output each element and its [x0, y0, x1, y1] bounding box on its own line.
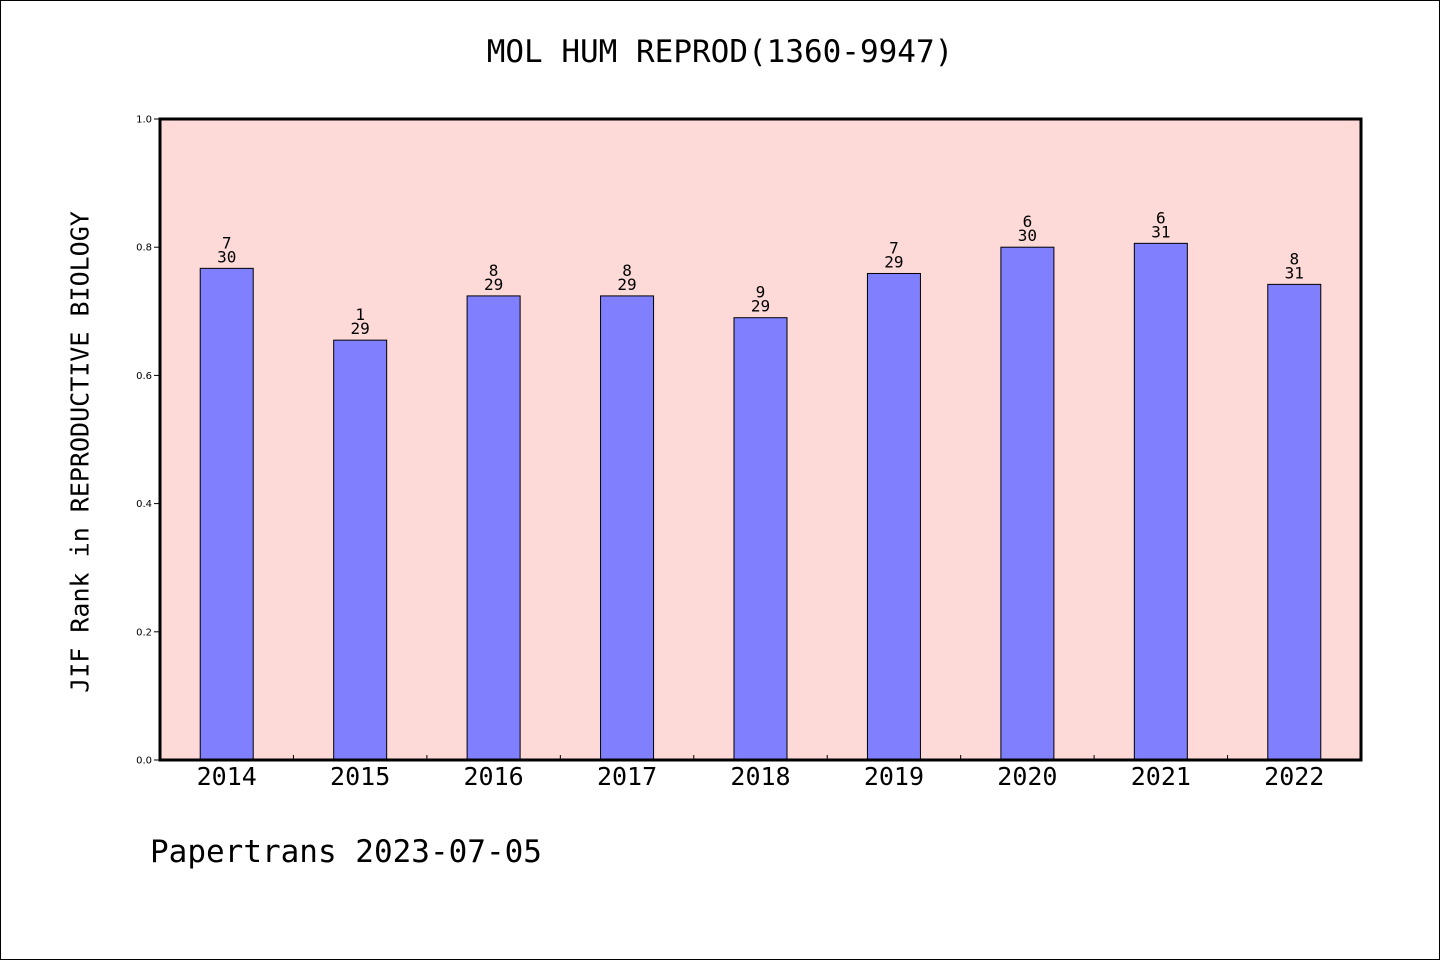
bar-rank-label: 6	[1156, 208, 1166, 227]
bar-2020	[1000, 246, 1055, 761]
x-category-label: 2016	[464, 762, 524, 791]
y-tick-label: 0.2	[136, 627, 152, 638]
bar-total-label: 30	[1018, 226, 1037, 245]
bar-2018	[733, 317, 788, 761]
bar-total-label: 29	[617, 275, 636, 294]
bar-total-label: 31	[1151, 222, 1170, 241]
y-axis-ticks: 0.0 0.2 0.4 0.6 0.8 1.0	[136, 115, 160, 767]
bar-total-label: 29	[351, 319, 370, 338]
bar-rank-label: 8	[622, 261, 632, 280]
bar-total-label: 31	[1285, 263, 1304, 282]
x-category-label: 2019	[864, 762, 924, 791]
chart-title: MOL HUM REPROD(1360-9947)	[486, 34, 954, 70]
y-tick-label: 0.6	[136, 371, 152, 382]
bar-2017	[600, 295, 655, 761]
category-labels: 2014 2015 2016 2017 2018 2019 2020 2021 2022	[197, 762, 1325, 791]
bar-rank-label: 6	[1023, 212, 1033, 231]
bar-total-label: 30	[217, 247, 236, 266]
bar-rank-label: 1	[355, 305, 365, 324]
y-tick-label: 0.0	[136, 756, 152, 767]
bar-2016	[466, 295, 521, 761]
plot-border	[158, 117, 1363, 762]
bars	[199, 242, 1322, 761]
y-tick-label: 0.8	[136, 243, 152, 254]
x-category-label: 2020	[997, 762, 1057, 791]
bar-rank-label: 8	[1289, 249, 1299, 268]
x-category-label: 2018	[730, 762, 790, 791]
bar-2014	[199, 267, 254, 761]
bar-2019	[866, 272, 921, 761]
y-tick-label: 0.4	[136, 499, 152, 510]
bar-total-label: 29	[884, 252, 903, 271]
bar-2021	[1133, 242, 1188, 761]
x-category-label: 2017	[597, 762, 657, 791]
x-category-label: 2014	[197, 762, 257, 791]
bar-2022	[1267, 283, 1322, 761]
bar-rank-label: 7	[889, 238, 899, 257]
x-category-label: 2015	[330, 762, 390, 791]
footer-text: Papertrans 2023-07-05	[150, 834, 542, 870]
x-category-label: 2021	[1131, 762, 1191, 791]
bar-total-label: 29	[751, 297, 770, 316]
x-category-label: 2022	[1264, 762, 1324, 791]
bar-rank-label: 7	[222, 233, 232, 252]
bar-rank-label: 9	[756, 283, 766, 302]
bar-rank-label: 8	[489, 261, 499, 280]
bar-total-label: 29	[484, 275, 503, 294]
bar-2015	[333, 339, 388, 761]
y-tick-label: 1.0	[136, 115, 152, 126]
